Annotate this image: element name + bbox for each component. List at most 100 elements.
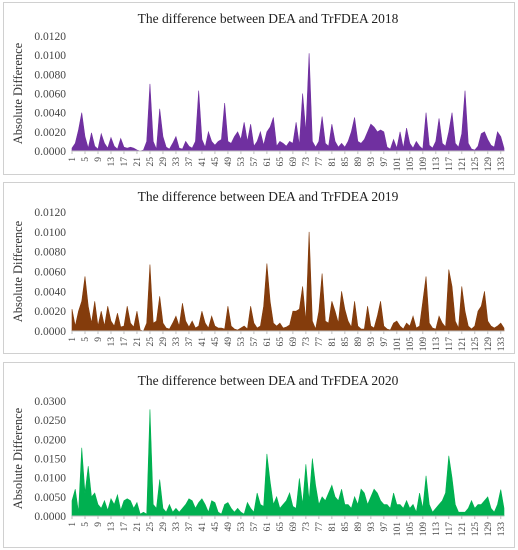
x-tick-label: 1: [68, 522, 78, 527]
x-tick-label: 73: [302, 522, 312, 532]
x-tick-label: 37: [185, 157, 195, 167]
data-point: [231, 143, 232, 144]
data-point: [247, 141, 248, 142]
data-point: [88, 466, 89, 467]
x-tick-label: 97: [380, 157, 390, 167]
data-point: [296, 311, 297, 312]
y-tick-label: 0.0100: [34, 473, 66, 485]
data-point: [396, 320, 397, 321]
data-point: [101, 311, 102, 312]
data-point: [458, 327, 459, 328]
data-point: [130, 500, 131, 501]
chart-title: The difference between DEA and TrFDEA 20…: [138, 189, 399, 204]
data-point: [299, 478, 300, 479]
data-point: [309, 500, 310, 501]
data-point: [468, 508, 469, 509]
data-point: [140, 329, 141, 330]
data-point: [416, 141, 417, 142]
data-point: [88, 148, 89, 149]
data-point: [455, 320, 456, 321]
x-tick-label: 89: [354, 522, 364, 532]
data-point: [211, 500, 212, 501]
data-point: [104, 143, 105, 144]
data-point: [461, 512, 462, 513]
data-point: [211, 316, 212, 317]
y-tick-label: 0.0200: [34, 434, 66, 446]
y-tick-label: 0.0100: [34, 227, 66, 239]
data-point: [273, 322, 274, 323]
y-tick-label: 0.0050: [34, 492, 66, 504]
area-series: [71, 53, 505, 152]
data-point: [78, 129, 79, 130]
data-point: [377, 492, 378, 493]
data-point: [448, 269, 449, 270]
data-point: [162, 322, 163, 323]
data-point: [289, 324, 290, 325]
data-point: [149, 264, 150, 265]
data-point: [279, 508, 280, 509]
data-point: [120, 510, 121, 511]
data-point: [370, 124, 371, 125]
data-point: [208, 131, 209, 132]
y-tick-label: 0.0000: [34, 511, 66, 523]
data-point: [351, 326, 352, 327]
data-point: [335, 311, 336, 312]
data-point: [380, 129, 381, 130]
data-point: [309, 53, 310, 54]
data-point: [159, 479, 160, 480]
data-point: [221, 139, 222, 140]
data-point: [474, 149, 475, 150]
data-point: [490, 145, 491, 146]
data-point: [270, 301, 271, 302]
data-point: [380, 500, 381, 501]
x-tick-label: 57: [250, 522, 260, 532]
x-tick-label: 45: [211, 522, 221, 532]
data-point: [234, 512, 235, 513]
x-tick-label: 57: [250, 337, 260, 347]
x-tick-label: 81: [328, 157, 338, 167]
data-point: [237, 131, 238, 132]
data-point: [347, 141, 348, 142]
data-point: [205, 322, 206, 323]
data-point: [240, 139, 241, 140]
data-point: [276, 496, 277, 497]
data-point: [438, 316, 439, 317]
x-tick-label: 61: [263, 157, 273, 167]
data-point: [338, 500, 339, 501]
data-point: [227, 306, 228, 307]
data-point: [146, 513, 147, 514]
data-point: [305, 464, 306, 465]
data-point: [166, 327, 167, 328]
data-point: [270, 126, 271, 127]
data-point: [393, 492, 394, 493]
x-tick-label: 129: [484, 522, 494, 537]
data-point: [75, 489, 76, 490]
x-tick-label: 53: [237, 522, 247, 532]
x-tick-label: 17: [120, 337, 130, 347]
data-point: [205, 147, 206, 148]
y-tick-label: 0.0080: [34, 247, 66, 259]
data-point: [188, 146, 189, 147]
data-point: [419, 146, 420, 147]
data-point: [471, 500, 472, 501]
data-point: [198, 325, 199, 326]
data-point: [94, 146, 95, 147]
data-point: [318, 504, 319, 505]
x-tick-label: 5: [81, 522, 91, 527]
data-point: [211, 141, 212, 142]
data-point: [81, 112, 82, 113]
data-point: [461, 286, 462, 287]
data-point: [477, 146, 478, 147]
data-point: [214, 325, 215, 326]
x-tick-label: 77: [315, 522, 325, 532]
data-point: [315, 485, 316, 486]
data-point: [130, 147, 131, 148]
data-point: [312, 320, 313, 321]
data-point: [341, 489, 342, 490]
data-point: [162, 136, 163, 137]
data-point: [289, 141, 290, 142]
data-point: [201, 498, 202, 499]
data-point: [364, 139, 365, 140]
x-tick-label: 85: [341, 337, 351, 347]
data-point: [445, 146, 446, 147]
